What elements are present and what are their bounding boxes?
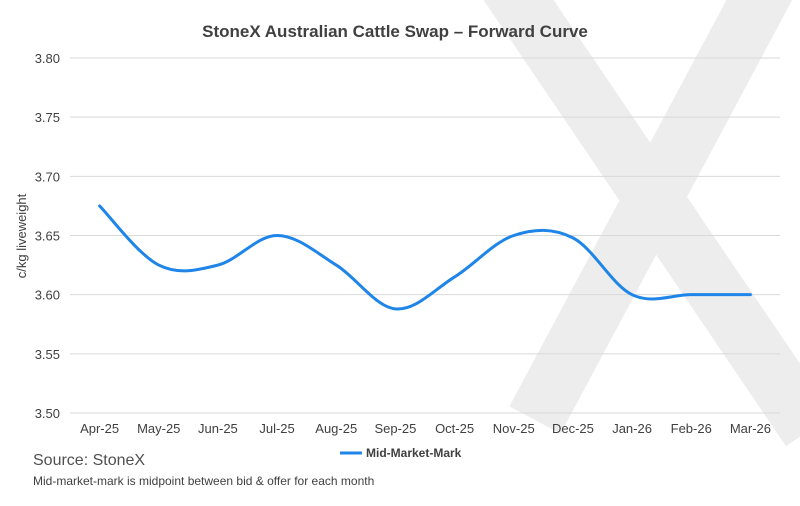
y-axis-label: c/kg liveweight bbox=[14, 193, 29, 278]
series-layer bbox=[98, 204, 752, 311]
x-tick-label: Feb-26 bbox=[671, 421, 712, 436]
stonex-x-logo-icon bbox=[483, 0, 800, 447]
legend: Mid-Market-Mark bbox=[340, 446, 462, 460]
x-tick-label: Jan-26 bbox=[612, 421, 652, 436]
y-axis-ticks: 3.50 3.55 3.60 3.65 3.70 3.75 3.80 bbox=[35, 51, 60, 421]
footnote: Mid-market-mark is midpoint between bid … bbox=[33, 474, 375, 488]
x-axis-ticks: Apr-25 May-25 Jun-25 Jul-25 Aug-25 Sep-25 Oct-… bbox=[80, 421, 771, 436]
x-tick-label: Aug-25 bbox=[315, 421, 357, 436]
x-tick-label: May-25 bbox=[137, 421, 180, 436]
y-tick-label: 3.80 bbox=[35, 51, 60, 66]
legend-label: Mid-Market-Mark bbox=[366, 446, 462, 460]
y-tick-label: 3.75 bbox=[35, 110, 60, 125]
series-line-mid-market-mark bbox=[98, 204, 752, 311]
y-tick-label: 3.50 bbox=[35, 406, 60, 421]
gridlines bbox=[70, 57, 780, 414]
x-tick-label: Jun-25 bbox=[198, 421, 238, 436]
y-tick-label: 3.55 bbox=[35, 347, 60, 362]
y-tick-label: 3.60 bbox=[35, 288, 60, 303]
source-label: Source: StoneX bbox=[33, 452, 146, 469]
chart-title: StoneX Australian Cattle Swap – Forward … bbox=[202, 22, 588, 41]
x-tick-label: Nov-25 bbox=[493, 421, 535, 436]
y-tick-label: 3.65 bbox=[35, 229, 60, 244]
x-tick-label: Dec-25 bbox=[552, 421, 594, 436]
x-tick-label: Oct-25 bbox=[435, 421, 474, 436]
x-tick-label: Jul-25 bbox=[259, 421, 294, 436]
x-tick-label: Sep-25 bbox=[374, 421, 416, 436]
y-tick-label: 3.70 bbox=[35, 169, 60, 184]
x-tick-label: Apr-25 bbox=[80, 421, 119, 436]
x-tick-label: Mar-26 bbox=[730, 421, 771, 436]
